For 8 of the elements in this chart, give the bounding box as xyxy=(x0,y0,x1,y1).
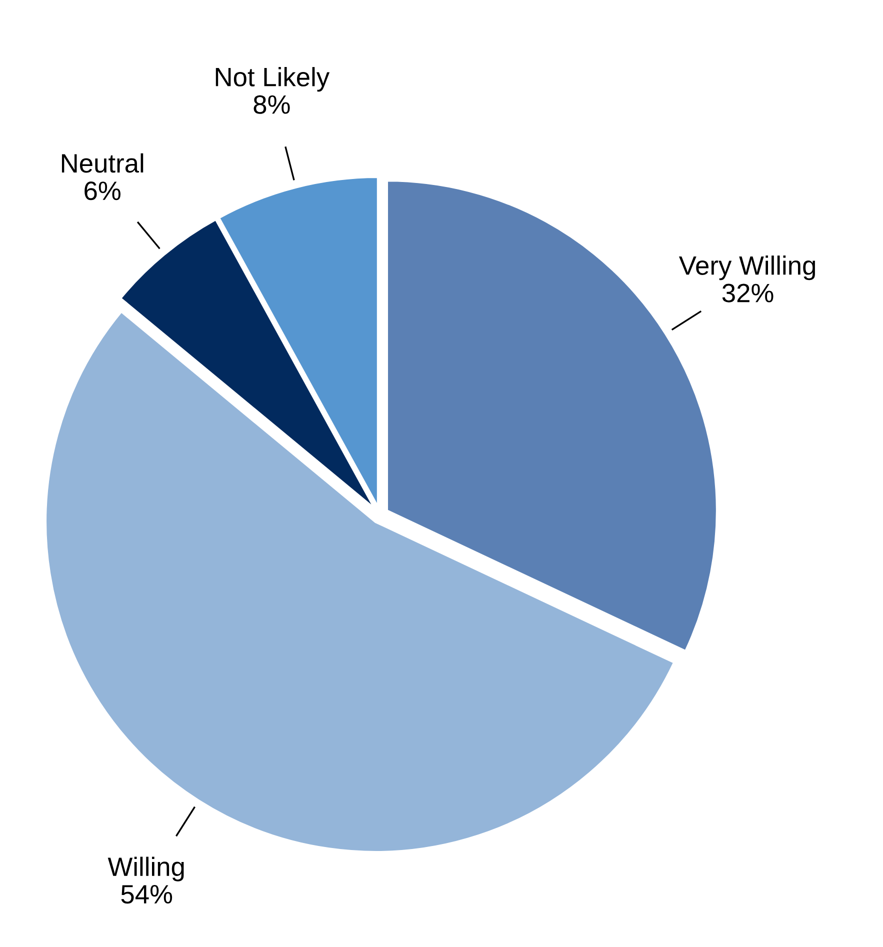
slice-label: Neutral xyxy=(62,153,144,173)
slice-label: Willing xyxy=(108,856,184,882)
data-label: 54% xyxy=(121,885,172,904)
slice-label: Not Likely xyxy=(216,67,330,92)
slice-label: Very Willing xyxy=(678,256,816,280)
data-label: 8% xyxy=(254,95,290,114)
data-label: 32% xyxy=(722,284,774,302)
data-label: 6% xyxy=(84,181,120,200)
